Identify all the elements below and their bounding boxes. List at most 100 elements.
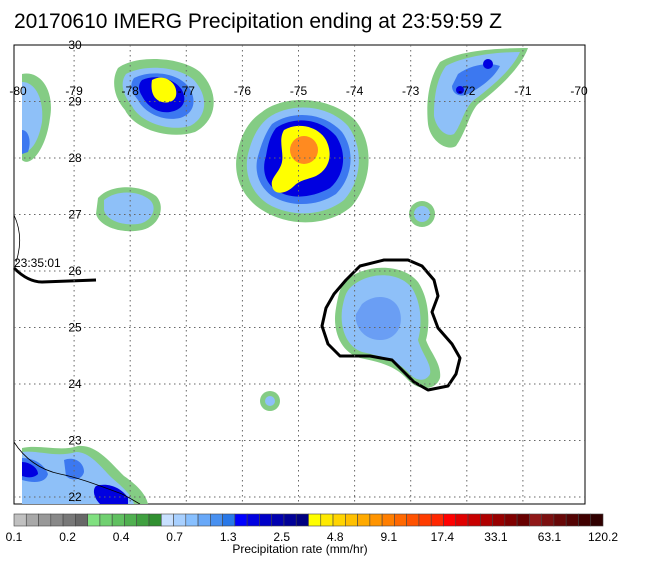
colorbar-swatch — [50, 513, 64, 527]
colorbar-swatch — [308, 513, 322, 527]
precip-cell — [260, 391, 280, 411]
colorbar-swatch — [111, 513, 125, 527]
colorbar-swatch — [565, 513, 579, 527]
colorbar-swatch — [234, 513, 248, 527]
colorbar-swatch — [13, 513, 27, 527]
colorbar-swatch — [222, 513, 236, 527]
map-title: 20170610 IMERG Precipitation ending at 2… — [14, 10, 502, 33]
lon-label: -70 — [570, 84, 588, 98]
precip-cell — [236, 100, 369, 223]
precip-cell — [22, 73, 51, 162]
lon-label: -75 — [290, 84, 308, 98]
colorbar-swatch — [124, 513, 138, 527]
colorbar-swatch — [136, 513, 150, 527]
colorbar-swatch — [529, 513, 542, 527]
colorbar-swatch — [504, 513, 518, 527]
precip-cell — [409, 201, 435, 227]
colorbar-swatch — [443, 513, 457, 527]
colorbar-tick-label: 120.2 — [588, 530, 618, 544]
colorbar-swatch — [357, 513, 371, 527]
colorbar-swatch — [332, 513, 346, 527]
colorbar-swatch — [271, 513, 285, 527]
lat-label: 27 — [68, 208, 82, 222]
swath-outline — [320, 258, 462, 392]
colorbar-swatch — [578, 513, 592, 527]
colorbar-tick-label: 17.4 — [431, 530, 455, 544]
colorbar-tick-label: 0.2 — [59, 530, 76, 544]
grid-lines — [14, 45, 585, 504]
lon-labels: -80 -79 -78 -77 -76 -75 -74 -73 -72 -71 -70 — [9, 84, 588, 98]
colorbar-swatch — [38, 513, 52, 527]
colorbar-swatch — [541, 513, 555, 527]
colorbar-swatch — [345, 513, 358, 527]
colorbar-swatch — [320, 513, 334, 527]
colorbar-swatch — [283, 513, 297, 527]
lon-label: -73 — [402, 84, 420, 98]
colorbar-swatch — [148, 513, 162, 527]
precip-cell — [22, 445, 148, 504]
colorbar-swatch — [369, 513, 383, 527]
colorbar-swatch — [553, 513, 567, 527]
lat-label: 30 — [68, 38, 82, 52]
colorbar-swatch — [381, 513, 395, 527]
lon-label: -77 — [178, 84, 196, 98]
colorbar-swatch — [210, 513, 223, 527]
lon-label: -80 — [9, 84, 27, 98]
lon-label: -74 — [346, 84, 364, 98]
colorbar-swatch — [418, 513, 432, 527]
colorbar-swatch — [467, 513, 481, 527]
lon-label: -72 — [458, 84, 476, 98]
colorbar-swatch — [259, 513, 272, 527]
swath-outlines — [12, 258, 462, 392]
colorbar-swatch — [492, 513, 506, 527]
colorbar-swatch — [87, 513, 101, 527]
lat-label: 24 — [68, 377, 82, 391]
colorbar-label: Precipitation rate (mm/hr) — [232, 542, 367, 556]
coastline — [13, 441, 141, 505]
precip-cells — [22, 48, 528, 504]
lon-label: -76 — [234, 84, 252, 98]
colorbar-swatch — [590, 513, 604, 527]
coastlines — [13, 214, 141, 505]
lon-label: -71 — [514, 84, 532, 98]
lat-label: 25 — [68, 321, 82, 335]
precip-cell — [427, 48, 528, 148]
colorbar-swatch — [295, 513, 309, 527]
colorbar-tick-label: 63.1 — [538, 530, 562, 544]
colorbar-swatch — [406, 513, 420, 527]
lon-label: -78 — [122, 84, 140, 98]
lat-label: 23 — [68, 434, 82, 448]
colorbar-swatch — [430, 513, 444, 527]
lat-label: 28 — [68, 151, 82, 165]
colorbar-swatch — [75, 513, 88, 527]
colorbar-ticks: 0.1 0.2 0.4 0.7 1.3 2.5 4.8 9.1 17.4 33.1 63.1 120.… — [6, 530, 619, 544]
colorbar-tick-label: 1.3 — [220, 530, 237, 544]
lat-labels: 30 29 28 27 26 25 24 23 22 — [68, 38, 82, 504]
colorbar-tick-label: 4.8 — [327, 530, 344, 544]
precip-cell — [96, 187, 161, 232]
colorbar-swatch — [479, 513, 493, 527]
precip-cell — [114, 59, 214, 135]
colorbar-swatch — [62, 513, 76, 527]
colorbar-swatches — [13, 513, 604, 527]
lon-label: -79 — [65, 84, 83, 98]
colorbar-swatch — [197, 513, 211, 527]
colorbar-tick-label: 33.1 — [484, 530, 508, 544]
colorbar-tick-label: 0.1 — [6, 530, 23, 544]
colorbar-swatch — [173, 513, 187, 527]
colorbar-swatch — [25, 513, 39, 527]
colorbar-tick-label: 9.1 — [380, 530, 397, 544]
coastline — [13, 214, 20, 263]
colorbar-swatch — [160, 513, 174, 527]
colorbar-tick-label: 0.4 — [113, 530, 130, 544]
colorbar-tick-label: 0.7 — [166, 530, 183, 544]
lat-label: 29 — [68, 95, 82, 109]
colorbar-swatch — [185, 513, 199, 527]
swath-time-label: 23:35:01 — [14, 256, 61, 270]
colorbar-swatch — [394, 513, 407, 527]
colorbar-swatch — [99, 513, 113, 527]
plot-frame — [13, 44, 586, 505]
colorbar-swatch — [516, 513, 530, 527]
